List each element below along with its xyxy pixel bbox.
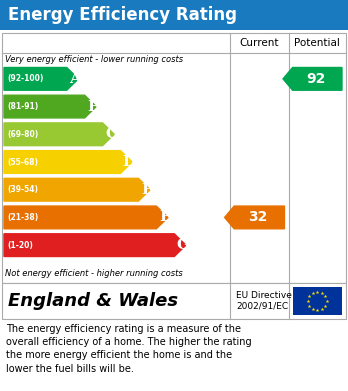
Polygon shape: [4, 234, 186, 256]
Bar: [2, 33, 346, 283]
Text: England & Wales: England & Wales: [8, 292, 178, 310]
Bar: [2, 283, 346, 319]
Polygon shape: [4, 151, 132, 173]
Text: (69-80): (69-80): [7, 130, 38, 139]
Text: (39-54): (39-54): [7, 185, 38, 194]
Text: D: D: [122, 155, 136, 169]
Text: 92: 92: [306, 72, 325, 86]
Text: F: F: [160, 210, 171, 224]
Polygon shape: [4, 68, 78, 90]
Text: Not energy efficient - higher running costs: Not energy efficient - higher running co…: [5, 269, 183, 278]
Text: (21-38): (21-38): [7, 213, 38, 222]
Polygon shape: [4, 206, 168, 229]
Text: E: E: [141, 183, 153, 197]
Text: Energy Efficiency Rating: Energy Efficiency Rating: [8, 6, 237, 24]
Text: Current: Current: [239, 38, 279, 48]
Text: EU Directive
2002/91/EC: EU Directive 2002/91/EC: [236, 291, 292, 311]
Polygon shape: [4, 95, 96, 118]
Text: Potential: Potential: [294, 38, 340, 48]
Text: The energy efficiency rating is a measure of the
overall efficiency of a home. T: The energy efficiency rating is a measur…: [6, 324, 252, 373]
Polygon shape: [283, 68, 342, 90]
Text: (92-100): (92-100): [7, 74, 44, 83]
Text: 32: 32: [248, 210, 267, 224]
Text: B: B: [87, 100, 100, 113]
Text: (55-68): (55-68): [7, 158, 38, 167]
Text: A: A: [70, 72, 81, 86]
Text: (1-20): (1-20): [7, 240, 33, 249]
Bar: [293, 287, 342, 315]
Polygon shape: [4, 178, 150, 201]
Bar: [0, 0, 348, 30]
Text: G: G: [176, 238, 190, 252]
Text: (81-91): (81-91): [7, 102, 38, 111]
Polygon shape: [4, 123, 114, 146]
Text: Very energy efficient - lower running costs: Very energy efficient - lower running co…: [5, 55, 183, 64]
Polygon shape: [224, 206, 284, 229]
Text: C: C: [105, 127, 117, 141]
